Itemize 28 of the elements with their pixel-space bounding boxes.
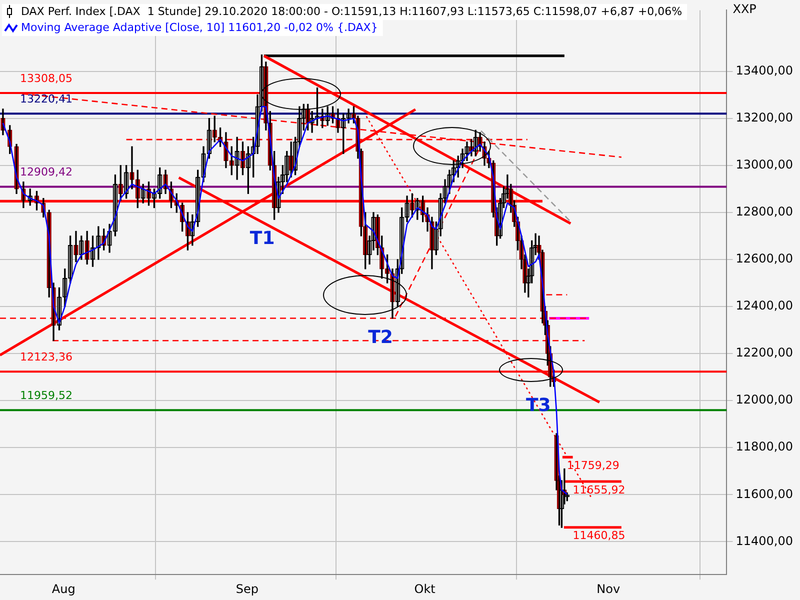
y-tick-label: 13200,00 <box>736 110 794 124</box>
annotation: T1 <box>250 228 275 250</box>
y-tick-label: 12600,00 <box>736 252 794 266</box>
y-tick-label: 12000,00 <box>736 392 794 407</box>
annotation: 11460,85 <box>572 529 626 542</box>
ref-line-label: 11959,52 <box>20 388 72 402</box>
ref-line-label: 13308,05 <box>20 72 72 85</box>
y-tick-label: 12400,00 <box>736 298 794 313</box>
y-tick-label: 12800,00 <box>736 204 794 219</box>
y-tick-label: 12200,00 <box>736 346 794 360</box>
y-tick-label: 13400,00 <box>736 63 794 78</box>
ref-line-label: 13220,41 <box>20 92 72 106</box>
y-tick-label: 11400,00 <box>736 534 794 548</box>
annotation: 11759,29 <box>566 459 620 472</box>
chart-title: DAX Perf. Index [.DAX 1 Stunde] 29.10.2020 18:00:00 - O:11591,13 H:11607,93 L:11573,65 C:11598,07 +6,87 +0,06% <box>21 4 682 18</box>
annotation: T2 <box>368 326 393 348</box>
y-tick-label: 13000,00 <box>736 158 794 172</box>
ref-line-label: 12909,42 <box>20 166 72 179</box>
ref-line-label: 12123,36 <box>20 350 72 364</box>
y-tick-label: 11800,00 <box>736 440 794 454</box>
legend-label: Moving Average Adaptive [Close, 10] 11601,20 -0,02 0% {.DAX} <box>21 20 378 34</box>
x-tick-label: Sep <box>236 582 258 596</box>
annotation: 11655,92 <box>572 483 626 496</box>
y-tick-label: 11600,00 <box>736 486 794 501</box>
x-tick-label: Nov <box>596 582 620 596</box>
text: XXP <box>732 2 756 16</box>
x-tick-label: Aug <box>52 582 76 596</box>
x-tick-label: Okt <box>414 582 436 596</box>
